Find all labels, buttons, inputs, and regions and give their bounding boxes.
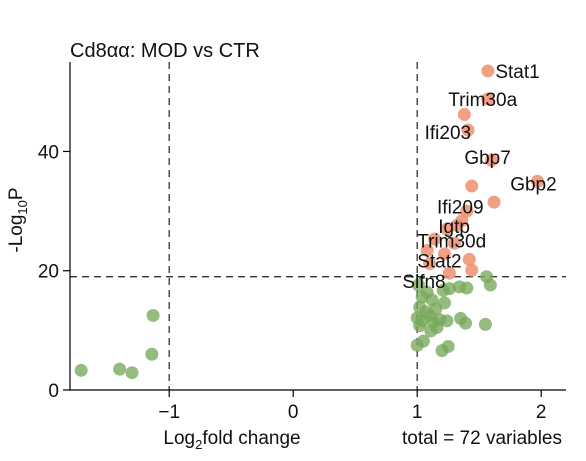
x-tick-label: 1 (412, 402, 423, 423)
gene-label: Slfn8 (402, 272, 445, 293)
y-axis-ticks: 0 20 40 (38, 142, 70, 402)
chart-title: Cd8αα: MOD vs CTR (70, 40, 260, 62)
point-significant (423, 257, 437, 271)
nonsignificant-points (74, 270, 497, 380)
gene-label: Igtp (438, 217, 470, 238)
point-not-significant (411, 278, 425, 292)
x-axis-label: Log2fold change (163, 428, 300, 452)
point-not-significant (459, 316, 473, 330)
gene-label: Trim30a (448, 90, 517, 111)
point-significant (465, 179, 479, 193)
point-significant (462, 252, 476, 266)
point-not-significant (146, 308, 160, 322)
point-significant (530, 174, 544, 188)
significant-points (420, 64, 544, 280)
y-tick-label: 20 (38, 262, 59, 283)
point-significant (481, 92, 495, 106)
point-not-significant (125, 366, 139, 380)
point-significant (461, 123, 475, 137)
point-not-significant (442, 282, 456, 296)
point-significant (437, 247, 451, 261)
point-significant (487, 195, 501, 209)
y-tick-label: 0 (48, 381, 59, 402)
point-not-significant (145, 347, 159, 361)
point-not-significant (478, 317, 492, 331)
point-not-significant (435, 344, 449, 358)
point-significant (428, 232, 442, 246)
total-variables-caption: total = 72 variables (402, 428, 562, 449)
point-significant (465, 263, 479, 277)
point-not-significant (113, 362, 127, 376)
x-tick-label: 0 (288, 402, 299, 423)
point-not-significant (440, 314, 454, 328)
point-not-significant (424, 324, 438, 338)
point-significant (485, 153, 499, 167)
y-axis-label: -Log10P (6, 187, 30, 252)
x-axis-ticks: −1 0 1 2 (158, 390, 546, 423)
point-not-significant (413, 319, 427, 333)
gene-label: Gbp7 (464, 148, 510, 169)
y-tick-label: 40 (38, 142, 59, 163)
threshold-lines (70, 62, 566, 390)
gene-label: Ifi209 (437, 197, 483, 218)
point-significant (447, 236, 461, 250)
gene-label: Stat2 (417, 252, 461, 273)
point-significant (450, 218, 464, 232)
point-not-significant (410, 338, 424, 352)
point-significant (420, 243, 434, 257)
point-significant (460, 204, 474, 218)
gene-label: Trim30d (417, 231, 486, 252)
point-significant (440, 222, 454, 236)
gene-label: Stat1 (495, 62, 539, 83)
point-not-significant (483, 278, 497, 292)
x-tick-label: −1 (158, 402, 180, 423)
point-significant (457, 107, 471, 121)
point-not-significant (415, 290, 429, 304)
point-significant (442, 266, 456, 280)
gene-label: Gbp2 (510, 175, 556, 196)
gene-label: Ifi203 (425, 123, 471, 144)
axes (69, 62, 566, 391)
point-not-significant (460, 281, 474, 295)
point-significant (481, 64, 495, 78)
point-not-significant (74, 363, 88, 377)
x-tick-label: 2 (536, 402, 547, 423)
